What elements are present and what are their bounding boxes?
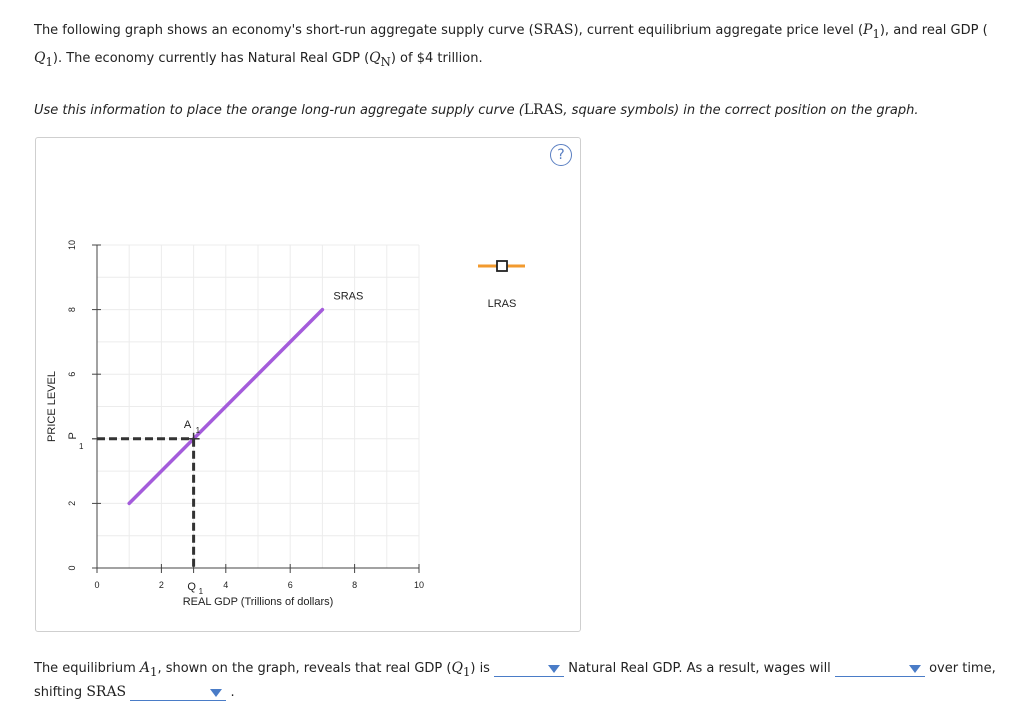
- x-tick-label: 8: [352, 580, 357, 590]
- y-tick-label: 8: [67, 307, 77, 312]
- q1-tick-subscript: 1: [199, 587, 204, 596]
- gdp-comparison-dropdown[interactable]: [494, 660, 565, 677]
- y-axis-title: PRICE LEVEL: [46, 371, 58, 442]
- sras-curve: [127, 307, 325, 506]
- instruction-text: Use this information to place the orange…: [34, 102, 919, 118]
- y-tick-label: 0: [67, 565, 77, 570]
- y-tick-label: 10: [67, 240, 77, 250]
- intro-text: The following graph shows an economy's s…: [34, 22, 988, 69]
- a1-label-subscript: 1: [196, 426, 201, 435]
- x-tick-label: 2: [159, 580, 164, 590]
- x-tick-label: 6: [288, 580, 293, 590]
- lras-palette-tool[interactable]: [478, 260, 525, 272]
- question-line-2: shifting SRAS .: [34, 684, 235, 701]
- graph-panel[interactable]: ? 0 2 4 6 8 10 0 2 6 8 10 Q 1 P 1 REAL GDP (Trillions o…: [35, 137, 581, 632]
- y-tick-label: 2: [67, 501, 77, 506]
- x-tick-label: 0: [94, 580, 99, 590]
- sras-label: SRAS: [333, 291, 363, 303]
- chevron-down-icon: [908, 665, 921, 673]
- sras-shift-dropdown[interactable]: [130, 684, 227, 701]
- x-tick-label: 4: [223, 580, 228, 590]
- x-axis-title: REAL GDP (Trillions of dollars): [183, 596, 334, 608]
- chevron-down-icon: [210, 689, 223, 697]
- lras-palette-label: LRAS: [488, 298, 517, 310]
- y-tick-label: 6: [67, 372, 77, 377]
- p1-tick-subscript: 1: [79, 442, 84, 451]
- x-tick-label: 10: [414, 580, 424, 590]
- wages-dropdown[interactable]: [834, 660, 925, 677]
- chevron-down-icon: [548, 665, 561, 673]
- help-icon[interactable]: ?: [550, 144, 572, 166]
- lras-square-icon[interactable]: [496, 260, 508, 272]
- question-line-1: The equilibrium A1, shown on the graph, …: [34, 660, 996, 679]
- p1-tick-label: P: [67, 432, 79, 439]
- a1-label: A: [184, 419, 192, 431]
- q1-tick-label: Q: [187, 581, 196, 593]
